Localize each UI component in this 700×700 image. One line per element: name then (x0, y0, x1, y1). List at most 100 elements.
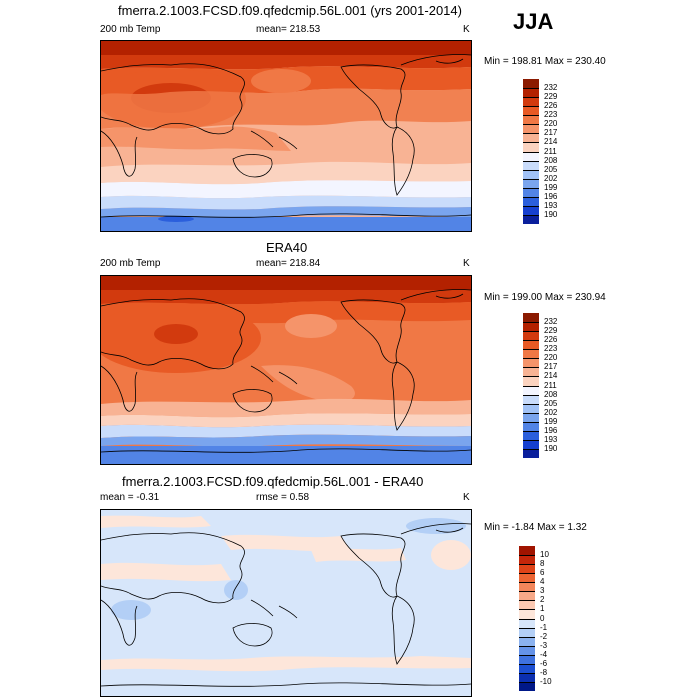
panel-2-units-label: K (463, 258, 470, 269)
fill-226 (101, 55, 471, 70)
colorbar-swatch (519, 663, 535, 673)
colorbar-tick-label: -6 (540, 658, 548, 668)
colorbar-tick-label: 211 (544, 380, 557, 390)
panel-3-map-plot (101, 510, 471, 696)
fill-214 (101, 398, 471, 418)
fill-226 (101, 290, 471, 305)
colorbar-swatch (519, 609, 535, 619)
colorbar-tick-label: 223 (544, 344, 558, 354)
colorbar-swatch (523, 394, 539, 404)
colorbar-swatch (523, 403, 539, 413)
coastlines (101, 523, 471, 687)
colorbar-swatch (523, 340, 539, 350)
panel-2-minmax: Min = 199.00 Max = 230.94 (484, 292, 606, 303)
colorbar-tick-label: 217 (544, 362, 558, 372)
colorbar-swatch (519, 600, 535, 610)
colorbar-tick-label: 205 (544, 398, 558, 408)
colorbar-swatch (519, 627, 535, 637)
fill-minus2-c (406, 518, 466, 534)
fill-205 (101, 195, 471, 210)
colorbar-swatch (523, 322, 539, 332)
panel-2-colorbar: 232 229 226 223 220 217 214 211 208 205 202 199 196 1… (523, 313, 583, 458)
colorbar-swatch (519, 555, 535, 565)
colorbar-tick-label: 6 (540, 568, 545, 578)
fill-229 (101, 276, 471, 290)
colorbar-swatch (519, 591, 535, 601)
fill-196 (101, 217, 471, 231)
season-label: JJA (513, 9, 554, 34)
colorbar-swatch (523, 376, 539, 386)
colorbar-tick-label: 214 (544, 137, 558, 147)
fill-pos-5 (431, 540, 471, 570)
colorbar-swatch (523, 214, 539, 224)
panel-3-mean-label: mean = -0.31 (100, 492, 160, 503)
colorbar-tick-label: -10 (540, 676, 552, 686)
panel-3-title: fmerra.2.1003.FCSD.f09.qfedcmip.56L.001 … (122, 474, 424, 489)
fill-193 (158, 216, 194, 222)
colorbar-tick-label: 229 (544, 92, 558, 102)
colorbar-tick-label: 3 (540, 586, 545, 596)
colorbar-swatch (523, 358, 539, 368)
colorbar-swatch (523, 205, 539, 215)
colorbar-swatch (523, 97, 539, 107)
colorbar-tick-label: -3 (540, 640, 548, 650)
coastlines (101, 289, 471, 453)
colorbar-tick-label: -2 (540, 631, 548, 641)
colorbar-swatch (519, 546, 535, 556)
panel-3-map (100, 509, 472, 697)
colorbar-swatch (523, 169, 539, 179)
colorbar-tick-label: 2 (540, 595, 545, 605)
colorbar-swatch (523, 349, 539, 359)
fill-211 (101, 161, 471, 185)
colorbar-swatch (523, 151, 539, 161)
colorbar-tick-label: 193 (544, 434, 558, 444)
fill-217-tropics (101, 126, 291, 151)
colorbar-tick-label: 1 (540, 604, 545, 614)
colorbar-swatch (523, 421, 539, 431)
fill-205 (101, 424, 471, 438)
fill-208 (101, 180, 471, 199)
colorbar-swatch (523, 313, 539, 323)
fill-minus2-a (111, 600, 151, 620)
colorbar-swatch (523, 448, 539, 458)
fill-pos-south (101, 656, 471, 672)
panel-1-left-label: 200 mb Temp (100, 24, 161, 35)
colorbar-tick-label: 232 (544, 83, 558, 93)
colorbar-tick-label: -1 (540, 622, 548, 632)
fill-pos-2 (221, 534, 351, 552)
coastlines (101, 54, 471, 218)
colorbar-tick-label: -4 (540, 649, 548, 659)
colorbar-tick-label: 190 (544, 209, 558, 219)
fill-196 (101, 446, 471, 464)
colorbar-swatch (519, 636, 535, 646)
colorbar-tick-label: 208 (544, 155, 558, 165)
panel-2-mean-label: mean= 218.84 (256, 258, 321, 269)
colorbar-swatch (523, 79, 539, 89)
colorbar-tick-label: 226 (544, 335, 558, 345)
panel-1-map (100, 40, 472, 232)
panel-2-left-label: 200 mb Temp (100, 258, 161, 269)
colorbar-swatch (523, 178, 539, 188)
fill-217-pacific (285, 314, 337, 338)
colorbar-swatch (523, 133, 539, 143)
colorbar-swatch (523, 367, 539, 377)
colorbar-tick-label: -8 (540, 667, 548, 677)
colorbar-tick-label: 232 (544, 317, 558, 327)
colorbar-tick-label: 202 (544, 407, 558, 417)
colorbar-swatch (523, 439, 539, 449)
colorbar-swatch (519, 573, 535, 583)
colorbar-swatch (519, 564, 535, 574)
panel-3-units-label: K (463, 492, 470, 503)
fill-220-pacific (251, 69, 311, 93)
fill-minus2-b (224, 580, 248, 600)
fill-217-southpac (261, 365, 355, 403)
panel-2-map-plot (101, 276, 471, 464)
colorbar-tick-label: 10 (540, 550, 549, 560)
colorbar-swatch (523, 115, 539, 125)
colorbar-tick-label: 193 (544, 200, 558, 210)
colorbar-tick-label: 214 (544, 371, 558, 381)
fill-226-tibet (154, 324, 198, 344)
fill-211 (101, 413, 471, 428)
colorbar-swatch (519, 681, 535, 691)
colorbar-swatch (523, 430, 539, 440)
